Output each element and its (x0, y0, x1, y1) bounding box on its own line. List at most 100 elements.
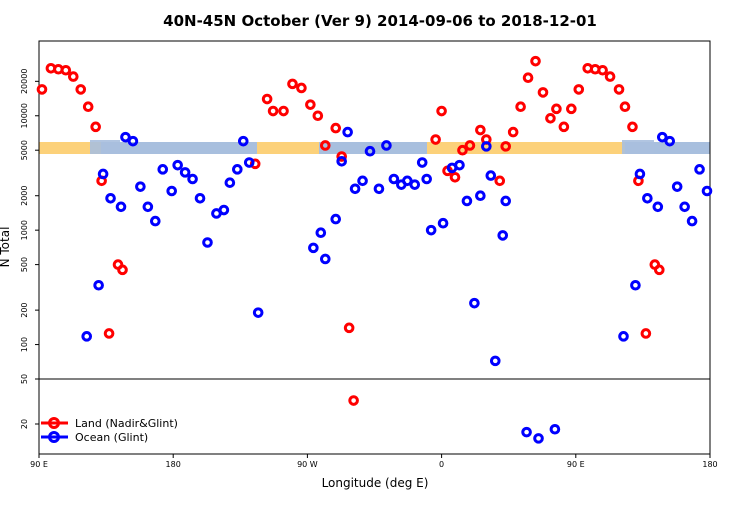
y-tick-label-6: 200 (20, 302, 29, 317)
series-1-point-54 (533, 433, 544, 444)
series-1-point-33 (373, 183, 385, 195)
y-tick-label-1: 10000 (20, 103, 29, 128)
series-0-point-17 (296, 82, 307, 94)
series-1-point-28 (336, 155, 347, 167)
series-1-point-58 (634, 168, 646, 180)
series-1-point-25 (315, 227, 327, 239)
series-1-point-18 (218, 204, 230, 216)
legend: Land (Nadir&Glint) Ocean (Glint) (41, 417, 178, 444)
series-1-point-61 (656, 131, 668, 143)
series-1-point-32 (364, 145, 376, 157)
series-1-point-40 (421, 173, 432, 185)
y-axis-label: N Total (0, 227, 12, 268)
x-axis: 90 E 180 90 W 0 90 E 180 (30, 454, 718, 469)
series-0-point-26 (436, 105, 447, 117)
series-0-point-44 (573, 84, 585, 95)
series-1-point-53 (521, 426, 532, 438)
x-tick-label-1: 180 (166, 460, 181, 469)
series-0-point-23 (343, 322, 355, 334)
series-0-point-18 (305, 99, 316, 110)
x-tick-label-4: 90 E (567, 460, 585, 469)
series-1-point-23 (252, 307, 264, 318)
series-0-point-43 (566, 103, 577, 115)
series-1-point-45 (461, 195, 473, 207)
series-0-point-35 (507, 126, 519, 138)
series-1-point-39 (416, 157, 428, 168)
series-1 (81, 126, 713, 444)
series-1-point-63 (671, 181, 683, 192)
series-1-point-48 (481, 141, 492, 152)
series-0-point-13 (261, 93, 273, 105)
series-0-point-34 (500, 141, 512, 152)
series-1-point-44 (454, 159, 465, 171)
series-0 (36, 55, 665, 406)
series-0-point-16 (287, 78, 298, 90)
series-1-point-0 (81, 331, 93, 342)
series-0-point-30 (464, 140, 476, 151)
series-0-point-20 (319, 140, 331, 151)
series-1-point-26 (319, 253, 331, 265)
series-1-point-14 (187, 173, 198, 185)
x-tick-label-2: 90 W (297, 460, 318, 469)
series-0-point-36 (515, 101, 526, 113)
y-tick-label-7: 100 (20, 337, 29, 352)
series-0-point-11 (117, 264, 128, 276)
series-1-point-55 (549, 423, 561, 435)
series-1-point-3 (105, 192, 116, 204)
series-1-point-11 (166, 185, 178, 197)
series-1-point-31 (357, 175, 368, 187)
series-1-point-46 (469, 297, 480, 309)
y-tick-label-3: 2000 (20, 186, 29, 206)
legend-land-marker (48, 417, 60, 429)
series-1-point-19 (224, 177, 236, 188)
series-0-point-3 (60, 64, 72, 76)
y-tick-label-8: 50 (20, 374, 29, 384)
series-1-point-5 (120, 131, 131, 143)
y-tick-label-9: 20 (20, 419, 29, 429)
y-axis: 20000 10000 5000 2000 1000 500 200 100 50 20 (20, 69, 39, 429)
y-tick-label-2: 5000 (20, 140, 29, 160)
series-0-point-15 (278, 105, 289, 117)
series-1-point-65 (686, 215, 698, 227)
series-1-point-10 (157, 164, 169, 175)
series-1-point-60 (652, 201, 664, 213)
series-1-point-2 (97, 168, 109, 180)
series-1-point-13 (179, 167, 191, 178)
plot-area (38, 40, 711, 455)
series-1-point-30 (349, 183, 361, 195)
series-1-point-38 (409, 179, 421, 190)
series-1-point-57 (630, 279, 641, 291)
legend-ocean-marker (48, 431, 60, 443)
series-0-point-31 (475, 124, 486, 136)
series-0-point-53 (640, 328, 652, 339)
series-1-point-34 (381, 140, 392, 151)
y-tick-label-4: 1000 (20, 220, 29, 240)
series-1-point-52 (500, 195, 512, 207)
y-tick-label-0: 20000 (20, 69, 29, 94)
series-0-point-21 (330, 122, 342, 134)
series-1-point-12 (172, 159, 183, 171)
series-1-point-42 (437, 217, 449, 229)
series-1-point-6 (127, 135, 139, 147)
legend-ocean-label: Ocean (Glint) (75, 431, 148, 444)
series-1-point-4 (115, 201, 127, 213)
series-0-point-22 (336, 151, 347, 162)
series-0-point-0 (36, 84, 48, 95)
series-1-point-59 (642, 192, 653, 204)
series-0-point-47 (597, 64, 608, 76)
series-0-point-5 (75, 84, 87, 95)
series-0-point-19 (312, 110, 324, 122)
series-1-point-21 (237, 135, 249, 147)
series-0-point-38 (530, 55, 541, 67)
x-tick-label-5: 180 (702, 460, 717, 469)
series-1-point-67 (701, 185, 713, 197)
series-0-point-29 (457, 144, 468, 156)
series-1-point-20 (232, 164, 243, 175)
series-0-point-41 (551, 103, 562, 115)
series-0-point-24 (348, 395, 359, 406)
coverage-band (39, 140, 710, 154)
y-tick-label-5: 500 (20, 257, 29, 272)
series-1-point-50 (489, 355, 501, 367)
series-1-point-8 (142, 201, 154, 213)
